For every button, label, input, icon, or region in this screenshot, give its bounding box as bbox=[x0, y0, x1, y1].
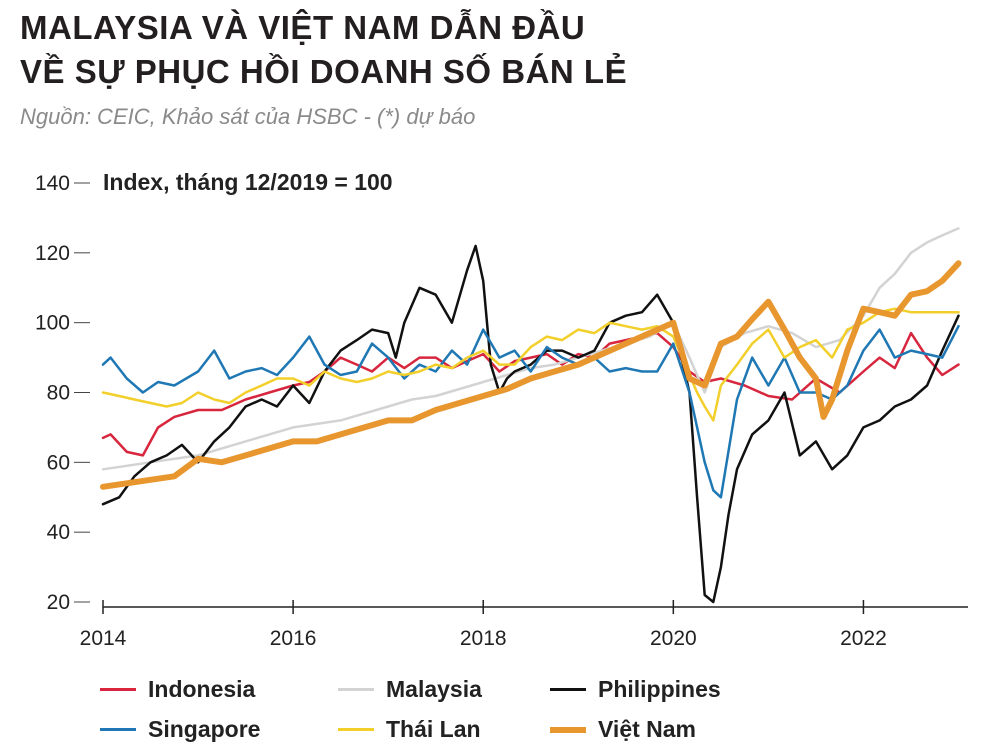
chart-title-line-1: MALAYSIA VÀ VIỆT NAM DẪN ĐẦU bbox=[20, 9, 586, 46]
y-tick-label: 120 bbox=[35, 242, 70, 265]
legend-item-viet-nam: Việt Nam bbox=[550, 716, 696, 743]
legend-swatch bbox=[550, 726, 586, 733]
y-tick-label: 100 bbox=[35, 312, 70, 335]
legend-label: Philippines bbox=[598, 676, 721, 702]
y-tick-label: 40 bbox=[47, 521, 70, 544]
chart-series bbox=[100, 227, 962, 604]
legend-swatch bbox=[338, 728, 374, 731]
legend-swatch bbox=[550, 688, 586, 691]
legend-item-thai-lan: Thái Lan bbox=[338, 716, 481, 743]
x-tick-label: 2022 bbox=[840, 627, 887, 650]
legend-label: Indonesia bbox=[148, 676, 256, 702]
series-line-indonesia bbox=[101, 331, 960, 457]
legend-label: Malaysia bbox=[386, 676, 482, 702]
series-line-singapore bbox=[101, 324, 960, 499]
series-line-philippines bbox=[101, 244, 960, 604]
y-tick-label: 20 bbox=[47, 591, 70, 614]
legend-swatch bbox=[338, 688, 374, 691]
legend-item-indonesia: Indonesia bbox=[100, 676, 255, 703]
y-tick-label: 60 bbox=[47, 451, 70, 474]
x-tick-label: 2018 bbox=[460, 627, 507, 650]
series-line-viet-nam bbox=[100, 260, 962, 490]
chart-legend: Indonesia Malaysia Philippines Singapore Thá… bbox=[100, 676, 980, 746]
y-axis-unit-label: Index, tháng 12/2019 = 100 bbox=[103, 169, 393, 195]
x-tick-label: 2016 bbox=[270, 627, 317, 650]
legend-item-singapore: Singapore bbox=[100, 716, 260, 743]
chart-source-note: Nguồn: CEIC, Khảo sát của HSBC - (*) dự … bbox=[20, 104, 476, 129]
y-tick-label: 80 bbox=[47, 382, 70, 405]
chart-title-line-2: VỀ SỰ PHỤC HỒI DOANH SỐ BÁN LẺ bbox=[20, 53, 628, 90]
legend-item-malaysia: Malaysia bbox=[338, 676, 482, 703]
chart-title: MALAYSIA VÀ VIỆT NAM DẪN ĐẦU VỀ SỰ PHỤC … bbox=[20, 6, 980, 94]
legend-label: Việt Nam bbox=[598, 716, 697, 742]
legend-label: Thái Lan bbox=[386, 716, 481, 742]
x-tick-label: 2020 bbox=[650, 627, 697, 650]
legend-item-philippines: Philippines bbox=[550, 676, 721, 703]
chart-axes: 20 40 60 80 100 120 140 2014 2016 2018 2020 2022 bbox=[35, 172, 968, 650]
x-tick-label: 2014 bbox=[80, 627, 127, 650]
legend-label: Singapore bbox=[148, 716, 261, 742]
legend-swatch bbox=[100, 728, 136, 731]
series-line-thai-lan bbox=[101, 307, 960, 422]
y-tick-label: 140 bbox=[35, 172, 70, 195]
legend-swatch bbox=[100, 688, 136, 691]
